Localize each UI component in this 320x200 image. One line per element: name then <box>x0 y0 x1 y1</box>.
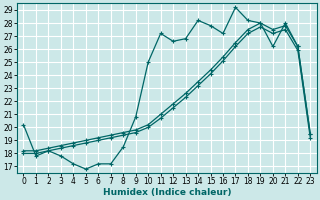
X-axis label: Humidex (Indice chaleur): Humidex (Indice chaleur) <box>103 188 231 197</box>
